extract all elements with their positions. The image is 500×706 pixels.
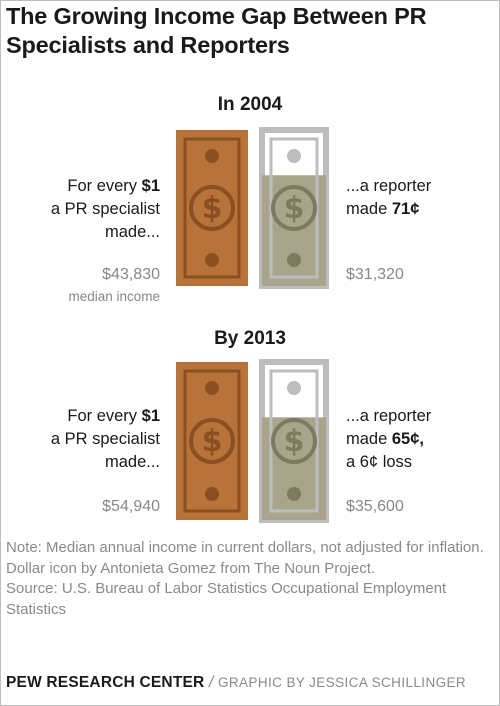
- reporter-text-2013-c: 65¢,: [391, 430, 424, 448]
- reporter-bill-1-dollar-sign: $: [284, 424, 305, 459]
- pr-bill-0-medallion: [189, 185, 235, 231]
- reporter-text-2004-a: ...a reporter: [346, 177, 432, 195]
- pr-bill-1-dot-top: [205, 381, 219, 395]
- pr-bill-0-border: [183, 137, 241, 279]
- reporter-bill-0-dot-bottom: [287, 253, 301, 267]
- reporter-income-2004: $31,320: [346, 266, 404, 283]
- pr-bill-1-dot-bottom: [205, 487, 219, 501]
- reporter-bill-0-medallion: [271, 185, 317, 231]
- lead-text-2004-b: $1: [141, 177, 160, 195]
- pr-income-sublabel-2004: median income: [68, 289, 160, 304]
- lead-text-2013-d: made...: [104, 453, 160, 471]
- pr-bill-1-border: [183, 369, 241, 513]
- pr-bill-1-dollar-sign: $: [202, 424, 223, 459]
- lead-text-2004-d: made...: [104, 223, 160, 241]
- footer-separator: /: [208, 674, 214, 691]
- source-text: Source: U.S. Bureau of Labor Statistics …: [6, 580, 447, 618]
- panel-label-2013: By 2013: [214, 328, 286, 349]
- reporter-text-2004: ...a reporter made 71¢: [346, 175, 496, 221]
- reporter-text-2004-c: 71¢: [391, 200, 420, 218]
- footer-org: PEW RESEARCH CENTER: [6, 674, 205, 691]
- reporter-text-2013-b: made: [346, 430, 392, 448]
- reporter-bill-1-medallion: [271, 418, 317, 464]
- lead-text-2013-a: For every: [67, 407, 142, 425]
- reporter-text-2013-a: ...a reporter: [346, 407, 432, 425]
- reporter-bill-0-dot-top: [287, 149, 301, 163]
- pr-income-2004: $43,830: [102, 266, 160, 283]
- lead-text-2013-b: $1: [141, 407, 160, 425]
- pr-bill-0-dollar-sign: $: [202, 191, 223, 226]
- title-line-1: The Growing Income Gap Between PR: [6, 3, 427, 29]
- pr-bill-1-medallion: [189, 418, 235, 464]
- lead-text-2013: For every $1 a PR specialist made...: [0, 405, 160, 474]
- reporter-text-2013: ...a reporter made 65¢, a 6¢ loss: [346, 405, 496, 474]
- chart-title: The Growing Income Gap Between PR Specia…: [6, 2, 492, 60]
- reporter-bill-1-dot-bottom: [287, 487, 301, 501]
- lead-text-2004: For every $1 a PR specialist made...: [0, 175, 160, 244]
- note-text: Note: Median annual income in current do…: [6, 539, 484, 577]
- pr-bill-0-dot-top: [205, 149, 219, 163]
- lead-text-2013-c: a PR specialist: [50, 430, 160, 448]
- title-line-2: Specialists and Reporters: [6, 32, 290, 58]
- footer-credit: GRAPHIC BY JESSICA SCHILLINGER: [217, 675, 467, 690]
- reporter-text-2004-b: made: [346, 200, 392, 218]
- reporter-bill-1-dot-top: [287, 381, 301, 395]
- lead-text-2004-a: For every: [67, 177, 142, 195]
- panel-label-2004: In 2004: [217, 94, 283, 115]
- reporter-text-2013-d: a 6¢ loss: [346, 453, 413, 471]
- lead-text-2004-c: a PR specialist: [50, 200, 160, 218]
- pr-bill-0-dot-bottom: [205, 253, 219, 267]
- reporter-bill-0-dollar-sign: $: [284, 191, 305, 226]
- footer: PEW RESEARCH CENTER / GRAPHIC BY JESSICA…: [6, 674, 496, 692]
- notes: Note: Median annual income in current do…: [6, 538, 496, 620]
- reporter-income-2013: $35,600: [346, 498, 404, 515]
- pr-income-2013: $54,940: [102, 498, 160, 515]
